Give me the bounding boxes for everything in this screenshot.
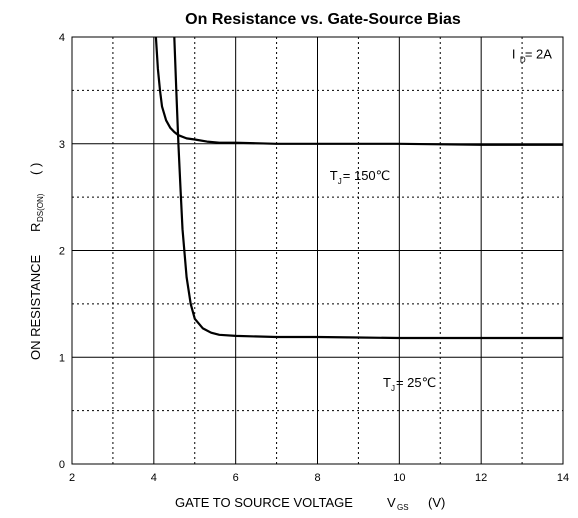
annotation-subscript: J [391,384,395,393]
y-tick-label: 3 [59,139,65,151]
x-tick-label: 12 [475,472,487,484]
x-tick-label: 10 [393,472,405,484]
y-axis-label-main: ON RESISTANCE [28,254,43,360]
y-tick-label: 2 [59,246,65,258]
y-tick-label: 4 [59,32,65,44]
x-axis-label-subscript: GS [397,503,409,512]
annotation-subscript: D [520,55,526,64]
series-group [154,37,563,340]
plot-frame [71,36,564,465]
grid [72,37,563,464]
annotation-text: = 150℃ [343,168,391,183]
chart-title: On Resistance vs. Gate-Source Bias [185,11,461,28]
series-line-tj-25 [173,37,563,340]
x-tick-label: 8 [314,472,320,484]
x-tick-label: 4 [151,472,157,484]
annotation-text: = 2A [525,46,552,61]
series-line-tj-150 [154,37,563,146]
y-axis-label-unit: ( ) [28,163,43,175]
x-axis-label-main: GATE TO SOURCE VOLTAGE [175,495,353,510]
y-tick-label: 0 [59,459,65,471]
x-axis-label-unit: (V) [428,495,445,510]
x-tick-label: 2 [69,472,75,484]
annotation-symbol: I [512,46,516,61]
annotation-symbol: T [383,375,391,390]
y-axis-label-subscript: DS(ON) [36,193,45,222]
x-tick-label: 6 [233,472,239,484]
x-axis-label-symbol: V [387,495,396,510]
y-axis-label: ON RESISTANCE R DS(ON) ( ) [28,163,45,360]
y-axis-label-symbol: R [28,223,43,232]
x-axis-label: GATE TO SOURCE VOLTAGE V GS (V) [175,495,445,512]
annotation-text: = 25℃ [396,375,436,390]
y-tick-label: 1 [59,352,65,364]
x-tick-label: 14 [557,472,569,484]
annotation-subscript: J [338,177,342,186]
annotation-symbol: T [330,168,338,183]
